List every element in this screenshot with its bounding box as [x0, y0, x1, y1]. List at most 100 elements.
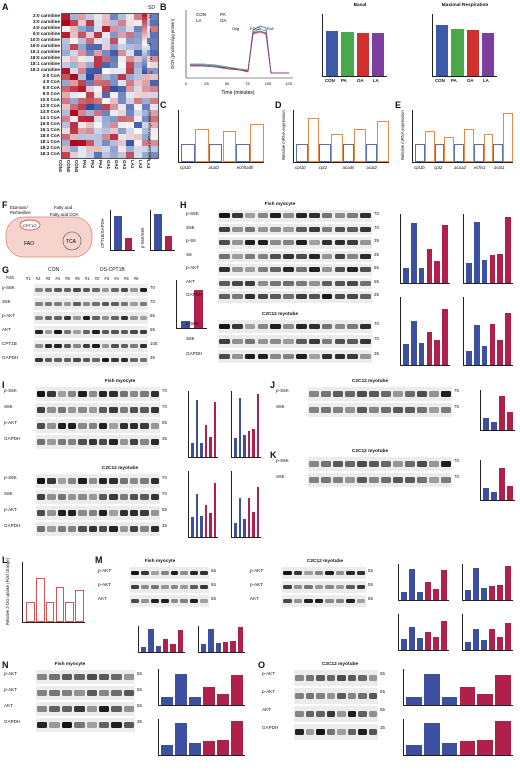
ocr-xtick: 0: [185, 81, 188, 86]
heatmap-cell: [94, 38, 102, 44]
bar: [473, 221, 480, 283]
ocr-ylabel: OCR (pmol/min/µg protein): [170, 18, 175, 69]
heatmap-cell: [62, 68, 70, 74]
blot-band: [244, 280, 256, 286]
bar: [489, 255, 496, 283]
blot-band: [78, 526, 87, 532]
blot-row-label: S6K: [2, 299, 11, 304]
blot-strip: [218, 223, 372, 235]
blot-band: [82, 315, 90, 321]
blot-band: [321, 353, 333, 359]
blot-band: [92, 301, 100, 307]
mini-bar-chart: [403, 719, 513, 756]
blot-band: [99, 407, 108, 413]
heatmap-cell: [94, 14, 102, 20]
blot-band: [335, 598, 344, 604]
bar: [441, 697, 458, 705]
heatmap-cell: [62, 134, 70, 140]
blot-band: [314, 570, 323, 576]
blot-band: [270, 240, 282, 246]
heatmap-cell: [70, 116, 78, 122]
blot-band: [170, 598, 179, 604]
bar: [252, 512, 255, 537]
gene-label: cpt1b: [414, 165, 425, 170]
heatmap-cell: [126, 56, 134, 62]
k-blot: p-S6K 70 S6K 70: [276, 457, 466, 513]
heatmap-cell: [62, 104, 70, 110]
blot-row-label: p-AKT: [4, 687, 18, 692]
basal-bar-chart: [322, 14, 387, 77]
blot-band: [283, 253, 294, 259]
heatmap-cell: [86, 92, 94, 98]
ocr-xtick: 100: [265, 81, 272, 86]
kda-value: 55: [211, 582, 216, 587]
bar: [124, 238, 132, 250]
basal-categories: CON PA OA LA: [322, 78, 386, 86]
heatmap-row-label: 16:1 CoA: [40, 127, 60, 132]
blot-row-label: AKT: [2, 327, 11, 332]
mini-bar-chart: [231, 391, 261, 458]
g-lane-label: #5: [65, 276, 70, 281]
blot-band: [360, 323, 371, 329]
blot-band: [98, 722, 110, 728]
heatmap-cell: [118, 14, 126, 20]
heatmap-cell: [94, 116, 102, 122]
blot-band: [37, 526, 46, 532]
blot-band: [150, 526, 159, 532]
heatmap-cell: [126, 80, 134, 86]
panel-label-e: E: [395, 100, 402, 110]
mrna-ylabel-e: Relative mRNA expression: [400, 110, 405, 160]
blot-band: [337, 728, 346, 735]
blot-strip: [218, 277, 372, 289]
blot-band: [109, 439, 118, 445]
blot-band: [283, 338, 294, 344]
bar: [493, 144, 504, 162]
blot-band: [283, 570, 292, 576]
blot-row-label: p-AKT: [262, 689, 276, 694]
heatmap-cell: [78, 116, 86, 122]
heatmap-col-label: LA1: [130, 160, 135, 169]
heatmap-col-label: PA2: [90, 160, 95, 169]
blot-band: [334, 338, 346, 344]
label-fatty-acid-coa: Fatty acid COA: [50, 212, 79, 217]
heatmap-cell: [94, 20, 102, 26]
blot-band: [101, 287, 109, 293]
heatmap-cell: [94, 104, 102, 110]
heatmap-cell: [86, 50, 94, 56]
heatmap-cell: [94, 92, 102, 98]
kda-value: 35: [374, 292, 379, 297]
bar: [155, 646, 161, 652]
heatmap-cell: [70, 140, 78, 146]
blot-band: [308, 226, 320, 232]
heatmap-legend-tick: 2: [149, 14, 152, 19]
blot-band: [92, 329, 100, 335]
pakt-bar-chart: [176, 280, 207, 329]
blot-band: [88, 478, 97, 484]
blot-band: [441, 461, 451, 467]
heatmap-cell: [86, 74, 94, 80]
tca-cycle: [62, 231, 82, 251]
blot-band: [321, 294, 333, 300]
blot-band: [369, 477, 379, 483]
bar: [356, 32, 369, 76]
h-title-c2c12: C2C12 myotube: [261, 312, 299, 317]
bar: [175, 673, 187, 705]
blot-band: [99, 478, 108, 484]
heatmap-cell: [94, 98, 102, 104]
blot-row-label: p-S6K: [186, 211, 199, 216]
blot-strip: [218, 237, 372, 249]
kda-value: 70: [162, 491, 167, 496]
bar: [489, 585, 495, 600]
bar: [209, 513, 212, 537]
blot-band: [244, 240, 256, 246]
blot-band: [99, 510, 108, 516]
heatmap-cell: [150, 26, 158, 32]
blot-band: [345, 461, 355, 467]
heatmap-cell: [86, 44, 94, 50]
blot-band: [321, 253, 333, 259]
heatmap-cell: [142, 152, 150, 158]
blot-band: [63, 329, 71, 335]
blot-band: [57, 510, 66, 516]
blot-band: [257, 226, 269, 232]
blot-row-label: p-AKT: [262, 671, 276, 676]
